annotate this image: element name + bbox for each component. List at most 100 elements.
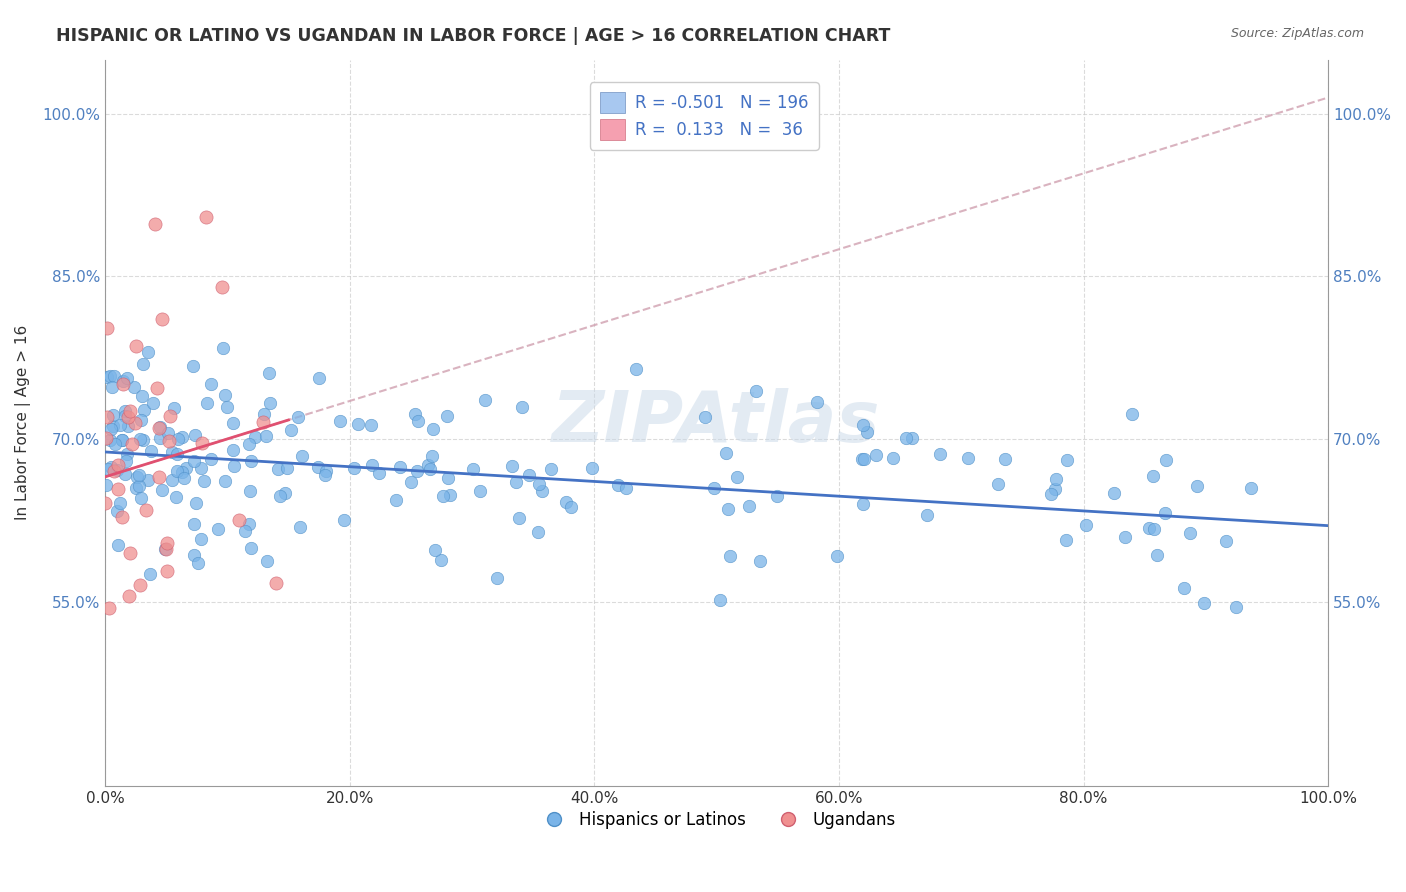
- Point: [929, 447, 952, 461]
- Point: [117, 410, 139, 425]
- Point: [97, 600, 120, 615]
- Point: [239, 484, 262, 499]
- Point: [190, 460, 212, 475]
- Point: [211, 341, 233, 355]
- Point: [1173, 581, 1195, 595]
- Point: [152, 311, 174, 326]
- Point: [901, 431, 924, 445]
- Point: [214, 387, 236, 401]
- Point: [112, 374, 135, 388]
- Point: [314, 467, 336, 482]
- Point: [190, 532, 212, 546]
- Point: [97, 462, 120, 476]
- Point: [256, 554, 278, 568]
- Point: [121, 437, 143, 451]
- Point: [103, 368, 125, 383]
- Point: [98, 369, 121, 384]
- Point: [461, 461, 484, 475]
- Point: [100, 421, 122, 435]
- Point: [581, 460, 603, 475]
- Point: [214, 474, 236, 488]
- Point: [124, 416, 146, 430]
- Point: [101, 418, 124, 433]
- Point: [508, 511, 530, 525]
- Point: [112, 376, 135, 391]
- Point: [138, 567, 160, 582]
- Point: [855, 425, 877, 439]
- Point: [139, 444, 162, 458]
- Point: [1154, 506, 1177, 520]
- Point: [110, 434, 132, 448]
- Point: [252, 407, 274, 421]
- Point: [114, 409, 136, 423]
- Point: [368, 466, 391, 480]
- Point: [291, 449, 314, 463]
- Point: [153, 541, 176, 556]
- Point: [170, 430, 193, 444]
- Point: [173, 471, 195, 485]
- Point: [738, 499, 761, 513]
- Point: [107, 538, 129, 552]
- Point: [148, 421, 170, 435]
- Point: [343, 461, 366, 475]
- Point: [131, 413, 153, 427]
- Point: [160, 473, 183, 487]
- Point: [98, 434, 121, 448]
- Point: [702, 481, 724, 495]
- Point: [993, 451, 1015, 466]
- Point: [1178, 525, 1201, 540]
- Point: [406, 464, 429, 478]
- Point: [388, 460, 411, 475]
- Point: [239, 454, 262, 468]
- Point: [851, 452, 873, 467]
- Point: [745, 384, 768, 398]
- Point: [288, 520, 311, 534]
- Point: [103, 464, 125, 478]
- Point: [104, 437, 127, 451]
- Point: [128, 468, 150, 483]
- Point: [142, 396, 165, 410]
- Point: [718, 549, 741, 563]
- Point: [274, 485, 297, 500]
- Point: [1187, 479, 1209, 493]
- Point: [183, 454, 205, 468]
- Point: [194, 210, 217, 224]
- Point: [96, 409, 118, 424]
- Point: [117, 419, 139, 434]
- Point: [160, 444, 183, 458]
- Point: [128, 479, 150, 493]
- Point: [1114, 530, 1136, 544]
- Point: [211, 280, 233, 294]
- Point: [307, 460, 329, 475]
- Point: [114, 403, 136, 417]
- Point: [766, 489, 789, 503]
- Point: [127, 470, 149, 484]
- Point: [406, 414, 429, 428]
- Point: [439, 488, 461, 502]
- Point: [517, 467, 540, 482]
- Point: [193, 474, 215, 488]
- Point: [129, 578, 152, 592]
- Point: [385, 492, 408, 507]
- Point: [1074, 518, 1097, 533]
- Point: [717, 502, 740, 516]
- Point: [987, 477, 1010, 491]
- Point: [183, 548, 205, 562]
- Point: [136, 344, 159, 359]
- Point: [693, 410, 716, 425]
- Point: [150, 483, 173, 497]
- Point: [200, 377, 222, 392]
- Point: [714, 446, 737, 460]
- Point: [125, 481, 148, 495]
- Text: ZIPAtlas: ZIPAtlas: [553, 388, 880, 458]
- Point: [555, 494, 578, 508]
- Point: [115, 454, 138, 468]
- Point: [287, 410, 309, 425]
- Point: [1154, 452, 1177, 467]
- Text: Source: ZipAtlas.com: Source: ZipAtlas.com: [1230, 27, 1364, 40]
- Point: [165, 490, 187, 504]
- Point: [882, 450, 904, 465]
- Point: [107, 482, 129, 496]
- Point: [1043, 483, 1066, 497]
- Point: [146, 381, 169, 395]
